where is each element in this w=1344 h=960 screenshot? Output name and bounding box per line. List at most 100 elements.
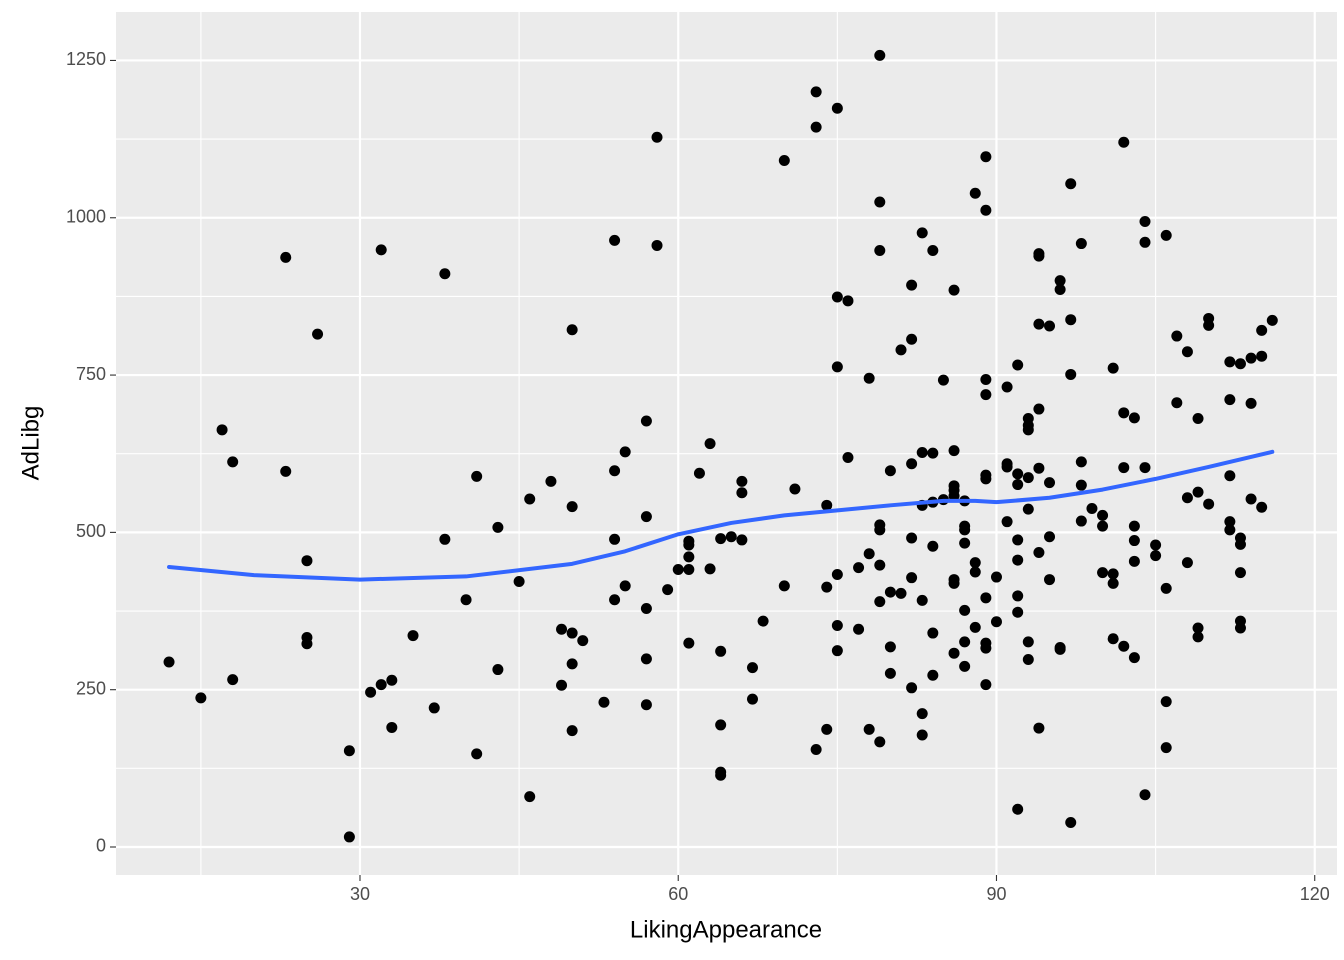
point (1128, 652, 1140, 664)
point (980, 204, 992, 216)
smooth-line (167, 449, 1275, 582)
point (640, 699, 652, 711)
marks (163, 49, 1278, 843)
point (1012, 359, 1024, 371)
point (375, 244, 387, 256)
point (566, 627, 578, 639)
point (874, 524, 886, 536)
point (556, 623, 568, 635)
point (1203, 319, 1215, 331)
point (948, 647, 960, 659)
point (1033, 403, 1045, 415)
y-tick-label: 250 (76, 678, 106, 698)
point (927, 447, 939, 459)
point (1245, 397, 1257, 409)
y-tick-label: 1000 (66, 207, 106, 227)
point (651, 131, 663, 143)
point (863, 372, 875, 384)
point (715, 645, 727, 657)
point (1160, 742, 1172, 754)
point (927, 669, 939, 681)
point (683, 564, 695, 576)
point (1107, 568, 1119, 580)
point (1171, 330, 1183, 342)
point (1075, 238, 1087, 250)
point (1022, 636, 1034, 648)
point (492, 521, 504, 533)
point (683, 539, 695, 551)
point (1107, 633, 1119, 645)
point (990, 616, 1002, 628)
point (927, 540, 939, 552)
point (1107, 577, 1119, 589)
point (1075, 515, 1087, 527)
y-tick-label: 750 (76, 364, 106, 384)
point (365, 686, 377, 698)
point (492, 664, 504, 676)
point (1139, 236, 1151, 248)
point (566, 324, 578, 336)
point (301, 638, 313, 650)
point (1033, 318, 1045, 330)
point (959, 537, 971, 549)
point (1118, 407, 1130, 419)
point (980, 389, 992, 401)
y-tick-label: 0 (96, 836, 106, 856)
point (927, 244, 939, 256)
point (1012, 554, 1024, 566)
point (906, 458, 918, 470)
point (874, 49, 886, 61)
point (1150, 550, 1162, 562)
point (301, 555, 313, 567)
point (831, 620, 843, 632)
point (1181, 346, 1193, 358)
point (1097, 520, 1109, 532)
point (778, 155, 790, 167)
point (1224, 394, 1236, 406)
point (1001, 516, 1013, 528)
point (1160, 582, 1172, 594)
point (895, 344, 907, 356)
point (831, 291, 843, 303)
point (640, 653, 652, 665)
y-tick-label: 1250 (66, 49, 106, 69)
point (683, 551, 695, 563)
point (874, 559, 886, 571)
point (831, 102, 843, 114)
point (672, 564, 684, 576)
point (524, 493, 536, 505)
point (1128, 520, 1140, 532)
point (386, 721, 398, 733)
point (1075, 479, 1087, 491)
point (853, 623, 865, 635)
point (959, 660, 971, 672)
point (375, 679, 387, 691)
point (1224, 516, 1236, 528)
point (895, 587, 907, 599)
point (439, 268, 451, 280)
point (640, 415, 652, 427)
point (1022, 653, 1034, 665)
point (1203, 498, 1215, 510)
point (1054, 275, 1066, 287)
point (831, 361, 843, 373)
point (439, 533, 451, 545)
point (842, 452, 854, 464)
point (948, 284, 960, 296)
point (906, 682, 918, 694)
point (863, 723, 875, 735)
point (280, 465, 292, 477)
point (460, 594, 472, 606)
point (693, 467, 705, 479)
point (736, 534, 748, 546)
point (821, 499, 833, 511)
x-axis-title: LikingAppearance (630, 916, 822, 943)
y-tick-label: 500 (76, 521, 106, 541)
point (1044, 477, 1056, 489)
point (640, 603, 652, 615)
point (831, 645, 843, 657)
point (980, 679, 992, 691)
point (948, 445, 960, 457)
point (1107, 362, 1119, 374)
point (937, 374, 949, 386)
